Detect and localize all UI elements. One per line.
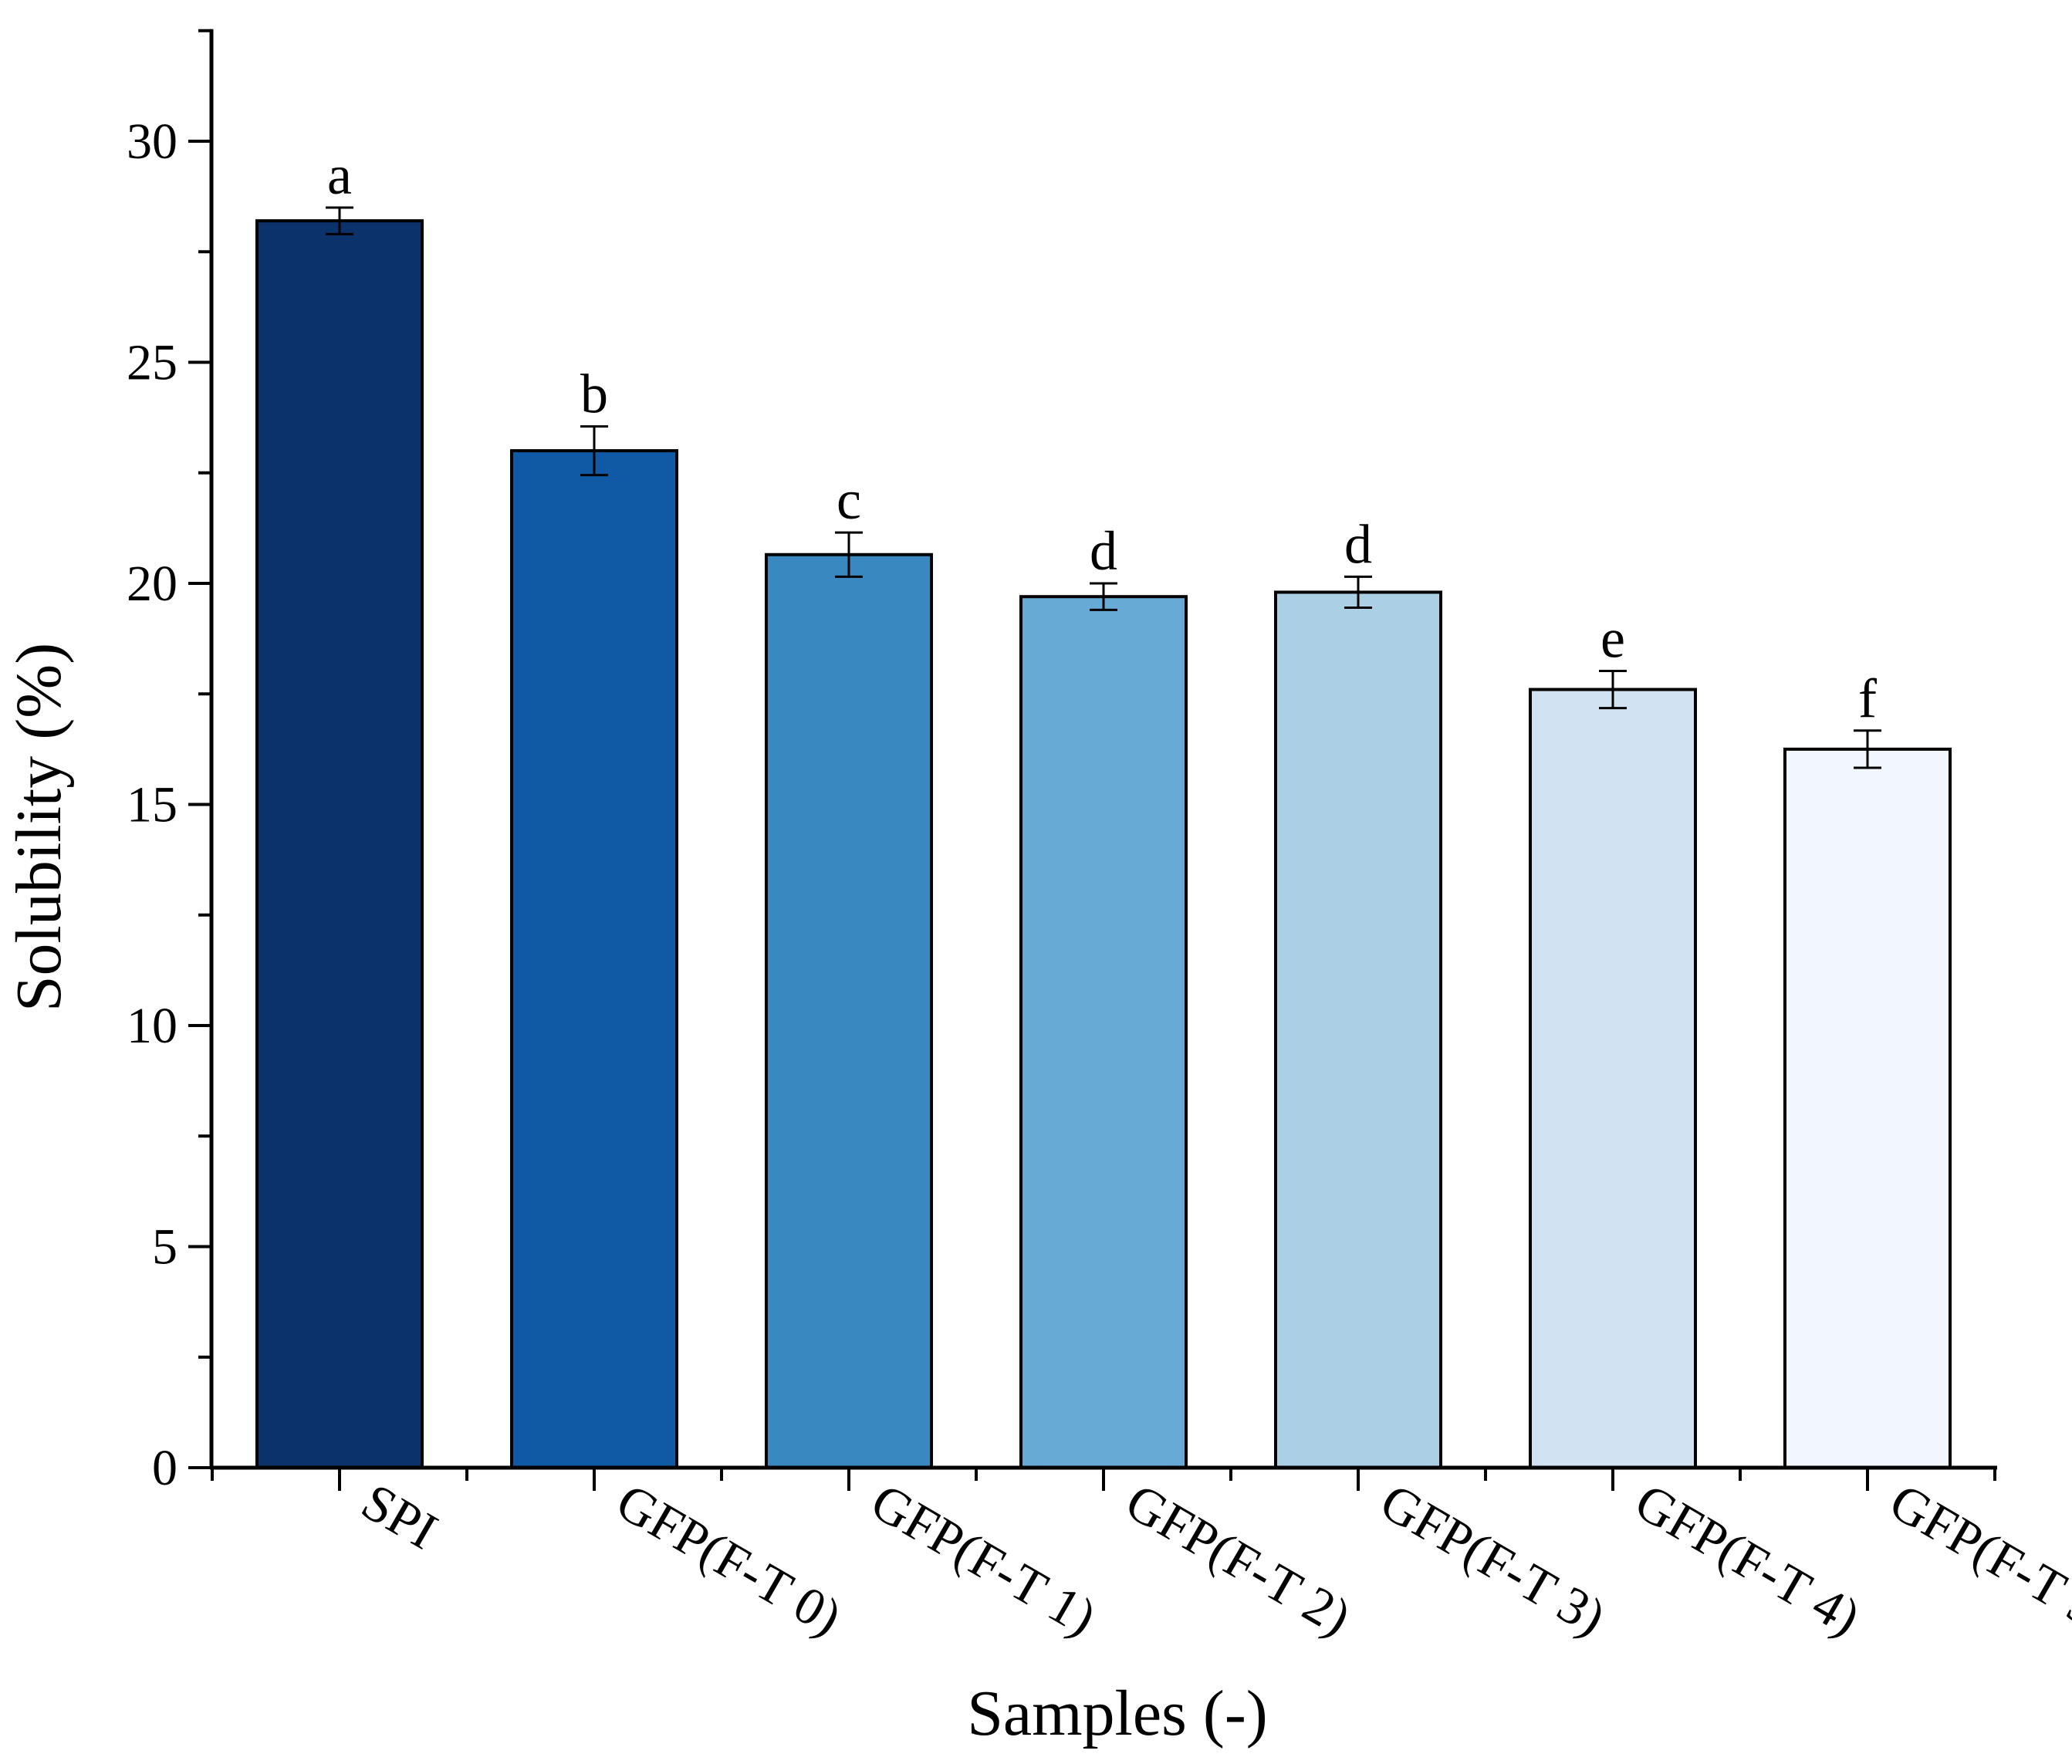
error-bar-4 — [1090, 582, 1117, 611]
bar-4 — [1019, 595, 1188, 1470]
error-bar-3 — [835, 531, 863, 578]
significance-label-7: f — [1858, 667, 1877, 729]
error-bar-7 — [1854, 729, 1881, 769]
significance-label-2: b — [580, 363, 608, 425]
significance-labels-layer: a b c d d e f — [327, 144, 1877, 729]
significance-label-3: c — [837, 469, 861, 531]
x-tick-label-2: GFP(F-T 0) — [607, 1472, 852, 1647]
x-tick-label-7: GFP(F-T 5) — [1881, 1472, 2072, 1647]
y-ticks-layer: 0 5 10 15 20 25 30 — [127, 29, 211, 1496]
bar-5 — [1274, 590, 1442, 1470]
bar-2 — [510, 449, 678, 1469]
error-bar-6 — [1599, 669, 1627, 710]
y-tick-label: 25 — [127, 335, 177, 391]
bar-3 — [765, 553, 933, 1469]
y-tick-label: 15 — [127, 777, 177, 833]
significance-label-4: d — [1090, 520, 1117, 582]
significance-label-5: d — [1344, 513, 1372, 575]
y-axis-title: Solubility (%) — [3, 643, 75, 1012]
bar-6 — [1529, 688, 1697, 1469]
bars-layer — [255, 219, 1952, 1470]
y-tick-label: 5 — [152, 1219, 177, 1276]
x-tick-label-3: GFP(F-T 1) — [862, 1472, 1107, 1647]
significance-label-6: e — [1600, 607, 1625, 669]
bar-1 — [255, 219, 424, 1469]
x-tick-label-1: SPI — [353, 1472, 448, 1560]
y-tick-label: 0 — [152, 1440, 177, 1496]
bar-7 — [1783, 747, 1952, 1469]
error-bars-layer — [326, 206, 1881, 769]
x-ticks-layer: SPI GFP(F-T 0) GFP(F-T 1) GFP(F-T 2) GFP(F-T… — [211, 1468, 2072, 1647]
x-tick-label-4: GFP(F-T 2) — [1117, 1472, 1361, 1647]
error-bar-5 — [1344, 575, 1372, 610]
x-axis-title: Samples (-) — [967, 1678, 1268, 1749]
y-tick-label: 20 — [127, 556, 177, 612]
y-tick-label: 30 — [127, 113, 177, 170]
significance-label-1: a — [327, 144, 352, 206]
error-bar-1 — [326, 206, 353, 235]
x-tick-label-5: GFP(F-T 3) — [1371, 1472, 1616, 1647]
x-tick-label-6: GFP(F-T 4) — [1626, 1472, 1871, 1647]
error-bar-2 — [580, 425, 608, 477]
y-tick-label: 10 — [127, 998, 177, 1054]
